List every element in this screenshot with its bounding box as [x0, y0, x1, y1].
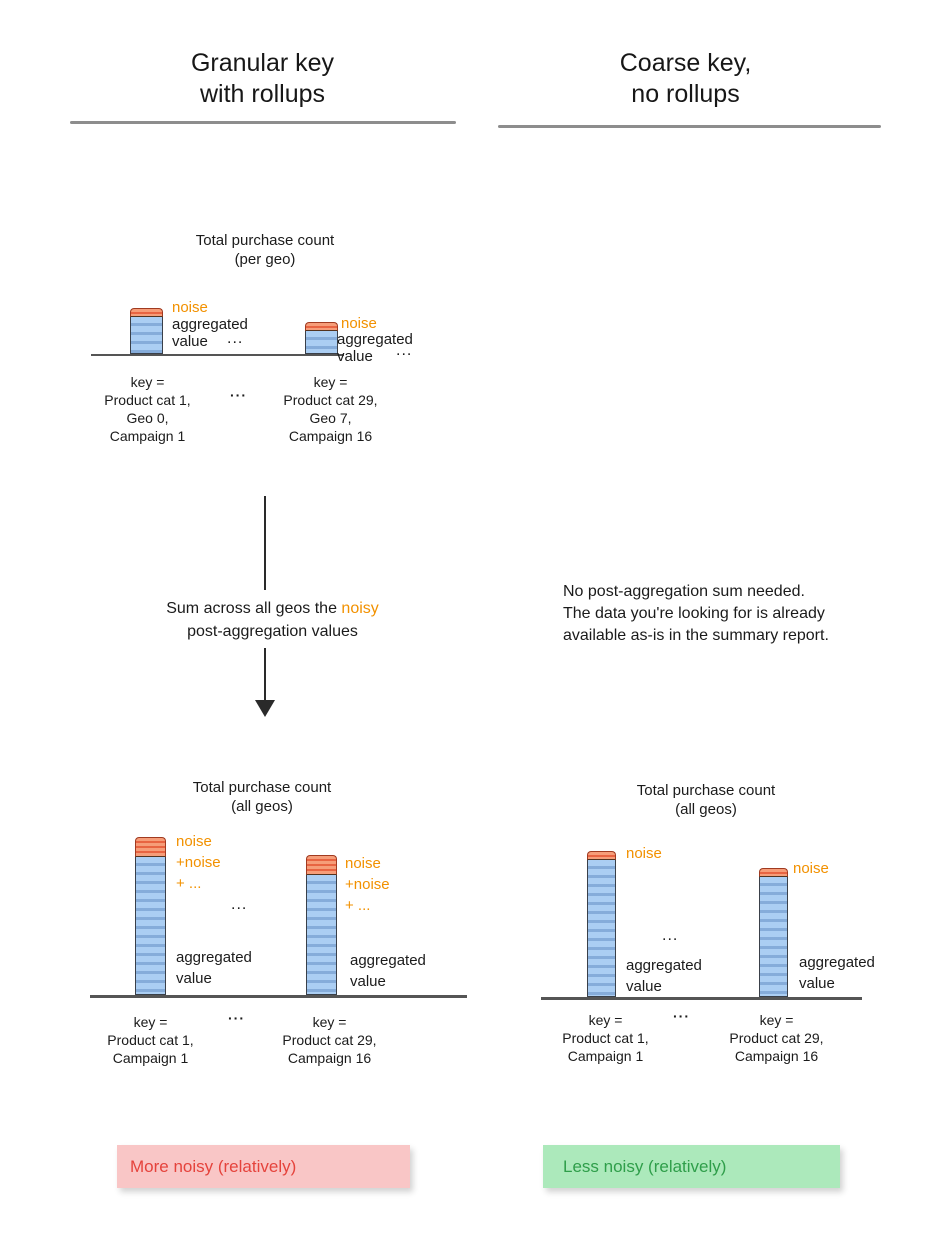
axis-line	[91, 354, 344, 356]
arrow-head-icon	[255, 700, 275, 717]
ellipsis: ...	[227, 330, 244, 347]
noise-stack-label: noise +noise + ...	[176, 833, 221, 892]
noise-segment	[587, 851, 616, 860]
noise-stack-label: noise +noise + ...	[345, 855, 390, 914]
aggregated-segment	[135, 857, 166, 995]
keys-ellipsis: ···	[230, 387, 247, 403]
noise-label: noise	[172, 299, 208, 316]
key-label: key = Product cat 1, Campaign 1	[562, 1012, 649, 1064]
chart-title-all-geos-right: Total purchase count (all geos)	[636, 782, 776, 818]
key-label: key = Product cat 1, Campaign 1	[107, 1014, 194, 1066]
noise-label: noise	[341, 315, 377, 332]
bar	[130, 308, 163, 354]
chart-title-all-geos-left: Total purchase count (all geos)	[192, 779, 332, 815]
aggregated-value-label: aggregated value	[799, 954, 875, 992]
aggregated-segment	[759, 877, 788, 997]
left-column-header: Granular key with rollups	[190, 49, 335, 108]
right-header-underline	[498, 125, 881, 128]
key-label: key = Product cat 29, Campaign 16	[729, 1012, 824, 1064]
noise-label: noise	[626, 845, 662, 862]
ellipsis: ...	[396, 342, 413, 359]
key-label: key = Product cat 1, Geo 0, Campaign 1	[104, 374, 191, 444]
aggregated-value-label: aggregated value	[172, 316, 248, 350]
aggregated-value-label: aggregated value	[626, 957, 702, 995]
left-header-underline	[70, 121, 456, 124]
axis-line	[541, 997, 862, 1000]
ellipsis: ...	[231, 896, 248, 913]
bar	[305, 322, 338, 354]
bar	[759, 868, 788, 997]
noise-label: noise	[793, 860, 829, 877]
aggregated-segment	[306, 875, 337, 995]
key-label: key = Product cat 29, Campaign 16	[282, 1014, 377, 1066]
aggregated-segment	[130, 317, 163, 354]
ellipsis: ...	[662, 927, 679, 944]
aggregated-value-label: aggregated value	[350, 952, 426, 990]
less-noisy-badge: Less noisy (relatively)	[543, 1145, 840, 1188]
arrow-shaft-lower	[264, 648, 266, 701]
keys-ellipsis: ···	[673, 1008, 690, 1024]
noise-segment	[306, 855, 337, 875]
flow-text-prefix: Sum across all geos the	[166, 600, 342, 617]
flow-text-line2: post-aggregation values	[187, 623, 358, 640]
aggregated-value-label: aggregated value	[176, 949, 252, 987]
keys-ellipsis: ···	[228, 1010, 245, 1026]
no-sum-needed-note: No post-aggregation sum needed. The data…	[563, 583, 829, 644]
noise-segment	[135, 837, 166, 857]
flow-description: Sum across all geos the noisy post-aggre…	[100, 597, 445, 643]
arrow-shaft-upper	[264, 496, 266, 590]
key-label: key = Product cat 29, Geo 7, Campaign 16	[283, 374, 378, 444]
noise-segment	[305, 322, 338, 331]
bar	[135, 837, 166, 995]
more-noisy-badge: More noisy (relatively)	[117, 1145, 410, 1188]
chart-title-per-geo: Total purchase count (per geo)	[195, 232, 335, 268]
aggregated-segment	[305, 331, 338, 354]
axis-line	[90, 995, 467, 998]
aggregated-segment	[587, 860, 616, 997]
noise-segment	[759, 868, 788, 877]
bar	[587, 851, 616, 997]
bar	[306, 855, 337, 995]
aggregated-value-label: aggregated value	[337, 331, 413, 365]
flow-text-noisy: noisy	[341, 600, 379, 617]
right-column-header: Coarse key, no rollups	[619, 49, 752, 108]
noise-segment	[130, 308, 163, 317]
